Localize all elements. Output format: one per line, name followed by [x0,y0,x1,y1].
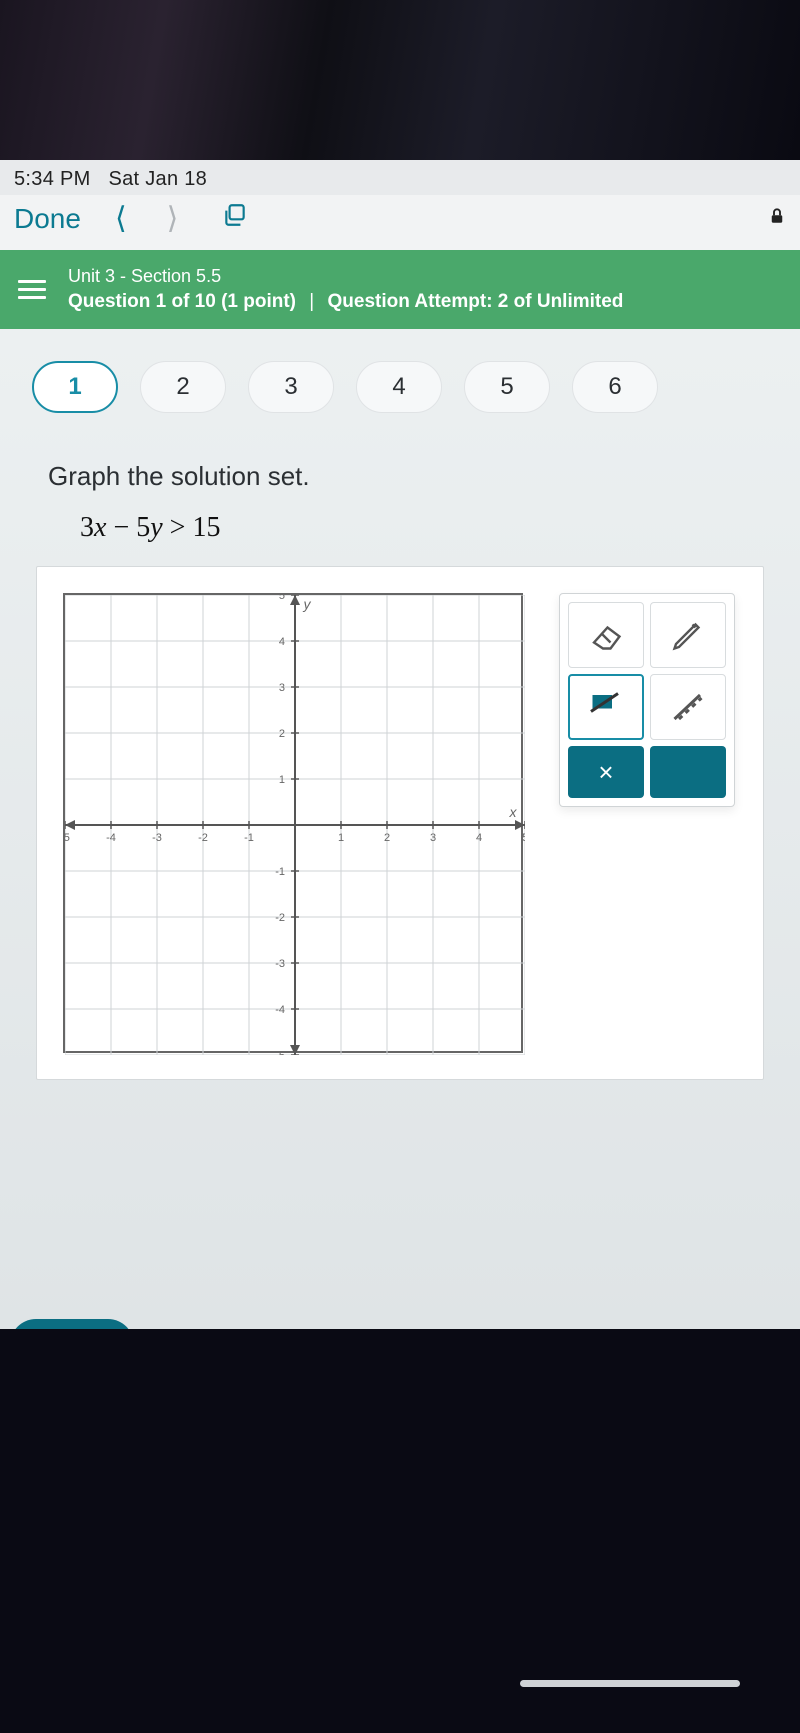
status-date: Sat Jan 18 [108,168,207,190]
svg-text:-2: -2 [198,832,208,844]
question-pill-2[interactable]: 2 [140,361,226,413]
eraser-tool[interactable] [568,602,644,668]
svg-text:-4: -4 [106,832,116,844]
svg-text:1: 1 [338,832,344,844]
home-indicator [520,1680,740,1687]
device-surround-photo [0,0,800,160]
question-pill-3[interactable]: 3 [248,361,334,413]
pencil-tool[interactable] [650,602,726,668]
question-pill-4[interactable]: 4 [356,361,442,413]
svg-text:-4: -4 [275,1004,285,1016]
question-content: 1 2 3 4 5 6 Graph the solution set. 3x −… [0,329,800,1329]
svg-text:-3: -3 [152,832,162,844]
svg-text:4: 4 [279,636,285,648]
assignment-header-text: Unit 3 - Section 5.5 Question 1 of 10 (1… [68,266,623,313]
svg-text:5: 5 [279,595,285,602]
device-surround-bottom [0,1329,800,1733]
question-prompt: Graph the solution set. [0,449,800,502]
svg-text:4: 4 [476,832,482,844]
svg-text:5: 5 [522,832,525,844]
status-time: 5:34 PM [14,168,91,190]
svg-text:-1: -1 [275,866,285,878]
svg-text:y: y [303,596,312,612]
question-pill-5[interactable]: 5 [464,361,550,413]
svg-text:x: x [509,804,518,820]
unit-title: Unit 3 - Section 5.5 [68,266,623,287]
question-progress: Question 1 of 10 (1 point) | Question At… [68,291,623,313]
secondary-action-button[interactable] [650,746,726,798]
lock-icon [768,207,786,231]
safari-toolbar: Done ⟨ ⟩ [0,195,800,250]
question-pill-1[interactable]: 1 [32,361,118,413]
forward-arrow-icon: ⟩ [161,201,185,236]
coordinate-plane[interactable]: -5-4-3-2-112345-5-4-3-2-112345xy [63,593,523,1053]
svg-text:-2: -2 [275,912,285,924]
svg-text:-5: -5 [275,1050,285,1055]
line-style-tool[interactable] [650,674,726,740]
done-button[interactable]: Done [14,203,81,235]
svg-text:1: 1 [279,774,285,786]
assignment-header: Unit 3 - Section 5.5 Question 1 of 10 (1… [0,250,800,329]
svg-text:-5: -5 [65,832,70,844]
menu-icon[interactable] [18,280,46,299]
fill-tool[interactable] [568,674,644,740]
svg-text:3: 3 [279,682,285,694]
svg-text:2: 2 [279,728,285,740]
graph-card: -5-4-3-2-112345-5-4-3-2-112345xy [36,566,764,1080]
graph-toolbox: × [559,593,735,807]
svg-text:3: 3 [430,832,436,844]
svg-text:2: 2 [384,832,390,844]
question-equation: 3x − 5y > 15 [0,502,800,566]
reset-button[interactable]: × [568,746,644,798]
svg-text:-1: -1 [244,832,254,844]
back-arrow-icon[interactable]: ⟨ [109,201,133,236]
svg-text:-3: -3 [275,958,285,970]
question-pill-6[interactable]: 6 [572,361,658,413]
ios-status-bar: 5:34 PM Sat Jan 18 [0,160,800,195]
question-nav: 1 2 3 4 5 6 [0,353,800,449]
tabs-icon[interactable] [222,202,248,235]
